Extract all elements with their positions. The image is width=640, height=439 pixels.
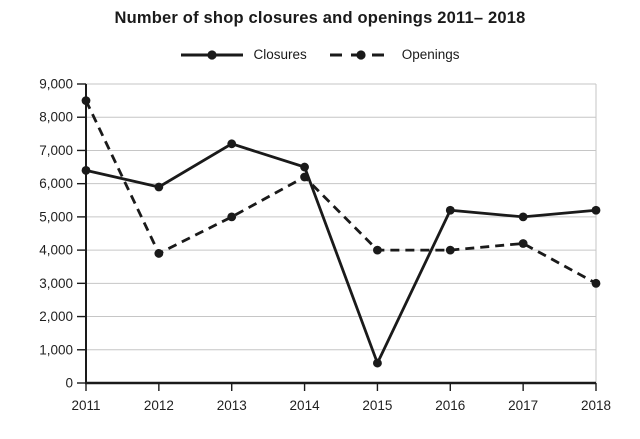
closures-data-point (518, 212, 528, 222)
legend-label-openings: Openings (401, 47, 460, 62)
openings-data-point (373, 245, 382, 255)
chart-title: Number of shop closures and openings 201… (114, 9, 526, 27)
y-axis-tick-label: 1,000 (39, 342, 73, 357)
x-axis-tick-label: 2015 (362, 398, 392, 413)
closures-data-point (81, 165, 91, 175)
y-axis-tick-label: 5,000 (39, 209, 73, 224)
y-axis-tick-label: 8,000 (39, 110, 73, 125)
x-axis-tick-label: 2016 (435, 398, 465, 413)
y-axis-tick-label: 3,000 (39, 276, 73, 291)
openings-data-point (81, 96, 91, 106)
legend-item-openings: Openings (329, 47, 460, 62)
openings-data-point (300, 172, 309, 182)
x-axis-tick-label: 2014 (290, 398, 321, 413)
closures-data-point (300, 162, 309, 172)
x-axis-tick-label: 2013 (217, 398, 247, 413)
closures-data-point (227, 139, 237, 149)
openings-data-point (445, 245, 455, 255)
openings-line (84, 100, 597, 285)
closures-data-point (154, 182, 164, 192)
x-axis-tick-label: 2017 (508, 398, 538, 413)
openings-dashed-line-swatch (329, 49, 392, 60)
openings-data-point (154, 249, 164, 258)
closures-data-point (445, 205, 455, 215)
closures-data-point (373, 358, 382, 368)
y-axis-tick-label: 4,000 (39, 243, 73, 258)
closures-solid-line-swatch (181, 49, 244, 60)
y-axis-tick-label: 9,000 (39, 77, 73, 92)
openings-data-point (518, 239, 528, 248)
y-axis-tick-label: 0 (65, 376, 73, 391)
x-axis-tick-label: 2012 (144, 398, 174, 413)
x-axis-tick-label: 2011 (71, 398, 100, 413)
openings-data-point (227, 212, 237, 222)
y-axis-tick-label: 7,000 (39, 143, 73, 158)
y-axis-tick-label: 2,000 (39, 309, 73, 324)
closures-data-point (591, 205, 601, 215)
legend-label-closures: Closures (253, 47, 307, 62)
legend-item-closures: Closures (180, 47, 307, 62)
closures-line (85, 142, 597, 367)
y-axis-tick-label: 6,000 (39, 176, 73, 191)
openings-data-point (591, 278, 601, 288)
x-axis-tick-label: 2018 (581, 398, 611, 413)
chart-legend: Closures Openings (0, 47, 640, 62)
